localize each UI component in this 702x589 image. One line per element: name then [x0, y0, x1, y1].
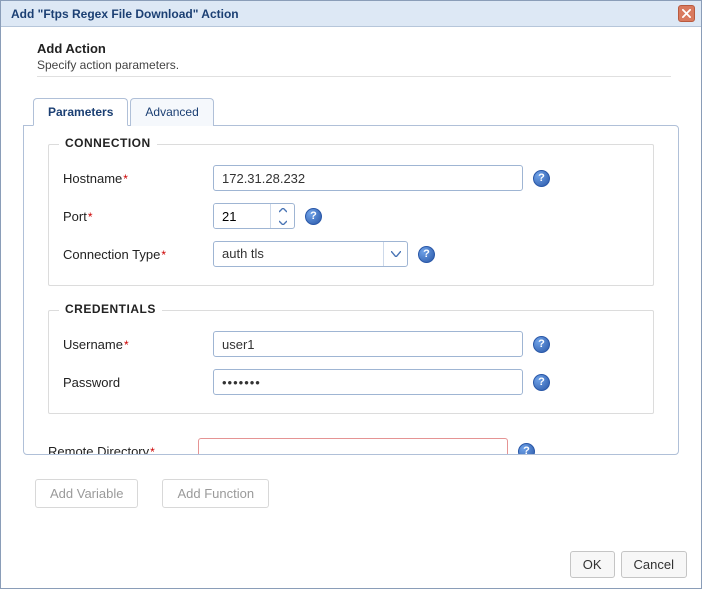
label-remote-directory: Remote Directory*: [48, 444, 198, 456]
help-icon[interactable]: ?: [518, 443, 535, 456]
spinner-buttons: [270, 204, 294, 228]
conntype-select[interactable]: auth tls: [213, 241, 408, 267]
dialog: Add "Ftps Regex File Download" Action Ad…: [0, 0, 702, 589]
close-button[interactable]: [678, 5, 695, 22]
conntype-value: auth tls: [214, 242, 383, 266]
label-password: Password: [63, 375, 213, 390]
help-icon[interactable]: ?: [418, 246, 435, 263]
label-port: Port*: [63, 209, 213, 224]
required-mark: *: [88, 210, 93, 224]
label-conntype-text: Connection Type: [63, 247, 160, 262]
row-hostname: Hostname* ?: [63, 165, 639, 191]
header-title: Add Action: [37, 41, 671, 56]
fieldset-connection: CONNECTION Hostname* ? Port*: [48, 144, 654, 286]
dialog-title: Add "Ftps Regex File Download" Action: [11, 7, 678, 21]
header: Add Action Specify action parameters.: [37, 41, 671, 77]
username-input[interactable]: [213, 331, 523, 357]
required-mark: *: [123, 172, 128, 186]
row-conntype: Connection Type* auth tls ?: [63, 241, 639, 267]
tab-advanced[interactable]: Advanced: [130, 98, 213, 126]
port-spin-down[interactable]: [271, 216, 294, 228]
row-password: Password ?: [63, 369, 639, 395]
port-input[interactable]: [214, 204, 270, 228]
label-username-text: Username: [63, 337, 123, 352]
footer-left-buttons: Add Variable Add Function: [35, 479, 679, 508]
help-icon[interactable]: ?: [533, 336, 550, 353]
required-mark: *: [124, 338, 129, 352]
add-variable-button[interactable]: Add Variable: [35, 479, 138, 508]
label-conntype: Connection Type*: [63, 247, 213, 262]
row-remote-directory: Remote Directory* ?: [48, 438, 654, 455]
row-port: Port* ?: [63, 203, 639, 229]
add-function-button[interactable]: Add Function: [162, 479, 269, 508]
label-remote-directory-text: Remote Directory: [48, 444, 149, 456]
cancel-button[interactable]: Cancel: [621, 551, 687, 578]
required-mark: *: [150, 445, 155, 456]
legend-connection: CONNECTION: [59, 136, 157, 150]
titlebar: Add "Ftps Regex File Download" Action: [1, 1, 701, 27]
remote-directory-input[interactable]: [198, 438, 508, 455]
tabs-container: Parameters Advanced CONNECTION Hostname*…: [23, 97, 679, 455]
required-mark: *: [161, 248, 166, 262]
close-icon: [682, 9, 691, 18]
fieldset-credentials: CREDENTIALS Username* ? Password ?: [48, 310, 654, 414]
chevron-down-icon: [391, 251, 401, 257]
select-arrow: [383, 242, 407, 266]
help-icon[interactable]: ?: [533, 374, 550, 391]
tabs: Parameters Advanced: [23, 97, 679, 125]
port-spinner: [213, 203, 295, 229]
help-icon[interactable]: ?: [305, 208, 322, 225]
tab-panel-parameters: CONNECTION Hostname* ? Port*: [23, 125, 679, 455]
label-username: Username*: [63, 337, 213, 352]
label-hostname-text: Hostname: [63, 171, 122, 186]
hostname-input[interactable]: [213, 165, 523, 191]
header-subtitle: Specify action parameters.: [37, 58, 671, 72]
port-spin-up[interactable]: [271, 204, 294, 216]
help-icon[interactable]: ?: [533, 170, 550, 187]
password-input[interactable]: [213, 369, 523, 395]
ok-button[interactable]: OK: [570, 551, 615, 578]
tab-parameters[interactable]: Parameters: [33, 98, 128, 126]
label-hostname: Hostname*: [63, 171, 213, 186]
chevron-down-icon: [279, 220, 287, 225]
row-username: Username* ?: [63, 331, 639, 357]
chevron-up-icon: [279, 208, 287, 213]
label-port-text: Port: [63, 209, 87, 224]
dialog-footer: OK Cancel: [1, 541, 701, 588]
legend-credentials: CREDENTIALS: [59, 302, 162, 316]
dialog-body: Add Action Specify action parameters. Pa…: [1, 27, 701, 541]
